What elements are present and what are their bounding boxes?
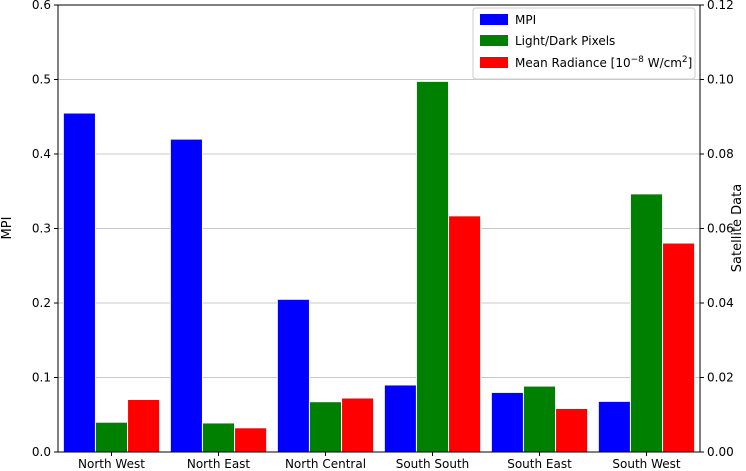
- legend-radiance-unit-mid: W/cm: [644, 56, 682, 70]
- x-tick-label: North West: [78, 457, 145, 471]
- bar: [629, 193, 664, 453]
- y-tick-label: 0.1: [32, 371, 51, 385]
- y2-tick-label: 0.04: [707, 296, 734, 310]
- y2-tick-label: 0.12: [707, 0, 734, 12]
- bar: [383, 384, 417, 453]
- gridlines: [58, 79, 700, 378]
- y-tick-label: 0.0: [32, 445, 51, 459]
- bar: [169, 138, 203, 453]
- bar: [490, 391, 524, 453]
- bar: [555, 407, 589, 453]
- bar: [448, 215, 482, 453]
- legend-label-mpi: MPI: [515, 13, 536, 27]
- legend-swatch-radiance: [480, 57, 508, 68]
- y2-tick-label: 0.00: [707, 445, 734, 459]
- y-tick-label: 0.4: [32, 147, 51, 161]
- legend-radiance-unit-exp: −8: [631, 55, 645, 65]
- bar: [94, 421, 129, 453]
- legend-label-radiance: Mean Radiance [10−8 W/cm2]: [515, 55, 692, 70]
- y2-tick-label: 0.08: [707, 147, 734, 161]
- legend-radiance-unit-close: ]: [688, 56, 693, 70]
- x-tick-label: South East: [507, 457, 572, 471]
- bar: [234, 427, 268, 453]
- bar: [341, 397, 375, 453]
- bar: [308, 401, 343, 453]
- x-tick-label: South West: [612, 457, 680, 471]
- bar: [62, 112, 96, 453]
- y-tick-label: 0.2: [32, 296, 51, 310]
- x-tick-label: South South: [396, 457, 470, 471]
- bar: [662, 242, 696, 453]
- bar: [201, 422, 236, 453]
- bar: [522, 385, 557, 453]
- bars: [62, 80, 696, 453]
- y2-tick-label: 0.06: [707, 222, 734, 236]
- legend-radiance-name: Mean Radiance: [515, 56, 607, 70]
- y2-axis-label: Satellite Data: [730, 184, 745, 272]
- legend-swatch-light-dark: [480, 35, 508, 46]
- y2-tick-label: 0.02: [707, 371, 734, 385]
- bar: [127, 398, 161, 453]
- y-tick-label: 0.6: [32, 0, 51, 12]
- legend-label-light-dark: Light/Dark Pixels: [515, 34, 615, 48]
- y2-tick-label: 0.10: [707, 73, 734, 87]
- legend-box: [472, 7, 696, 80]
- x-axis: North West North East North Central South S…: [78, 452, 681, 471]
- bar: [415, 80, 450, 453]
- y-tick-label: 0.5: [32, 73, 51, 87]
- x-tick-label: North Central: [285, 457, 366, 471]
- y-axis-label: MPI: [0, 217, 15, 240]
- bar: [276, 298, 310, 453]
- bar: [597, 400, 631, 453]
- legend-radiance-unit-exp2: 2: [682, 55, 688, 65]
- y-tick-label: 0.3: [32, 222, 51, 236]
- legend: MPI Light/Dark Pixels Mean Radiance [10−…: [472, 7, 696, 80]
- legend-radiance-unit-base: 10: [615, 56, 630, 70]
- y-axis-left: 0.0 0.1 0.2 0.3 0.4 0.5 0.6: [32, 0, 58, 459]
- x-tick-label: North East: [187, 457, 251, 471]
- legend-swatch-mpi: [480, 14, 508, 25]
- y-axis-right: 0.00 0.02 0.04 0.06 0.08 0.10 0.12: [700, 0, 734, 459]
